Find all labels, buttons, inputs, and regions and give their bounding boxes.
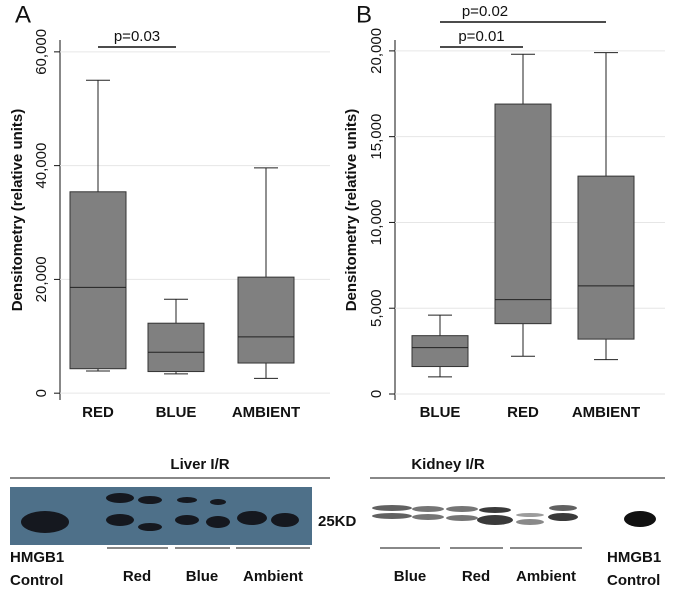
blot-marker: 25KD <box>318 513 357 530</box>
y-tick-label: 0 <box>368 390 385 398</box>
significance-label: p=0.03 <box>114 28 160 45</box>
x-tick-label: AMBIENT <box>232 404 300 421</box>
blot-control-label: HMGB1 <box>607 549 661 566</box>
x-tick-label: BLUE <box>420 404 461 421</box>
y-tick-label: 15,000 <box>368 114 385 160</box>
box <box>69 191 127 370</box>
blot-group-label: Blue <box>394 568 427 585</box>
y-tick-label: 20,000 <box>368 28 385 74</box>
significance-label: p=0.01 <box>458 28 504 45</box>
y-tick-label: 10,000 <box>368 199 385 245</box>
x-tick-label: AMBIENT <box>572 404 640 421</box>
box <box>494 103 552 325</box>
blot-bands <box>21 493 299 533</box>
blot-group-label: Red <box>462 568 490 585</box>
blot-group-label: Ambient <box>516 568 576 585</box>
box <box>147 322 205 373</box>
blot-group-label: Ambient <box>243 568 303 585</box>
blot-control-label: HMGB1 <box>10 549 64 566</box>
box <box>577 175 635 340</box>
x-tick-label: RED <box>82 404 114 421</box>
y-axis-label: Densitometry (relative units) <box>9 109 26 312</box>
y-tick-label: 0 <box>33 389 50 397</box>
blot-bands <box>372 505 656 527</box>
blot-control-label: Control <box>607 572 660 589</box>
blot-group-label: Blue <box>186 568 219 585</box>
blot-control-label: Control <box>10 572 63 589</box>
y-axis-label: Densitometry (relative units) <box>343 109 360 312</box>
blot-title: Liver I/R <box>170 456 229 473</box>
significance-label: p=0.02 <box>462 3 508 20</box>
y-tick-label: 5,000 <box>368 289 385 327</box>
panel-label: B <box>356 1 372 28</box>
y-tick-label: 40,000 <box>33 143 50 189</box>
y-tick-label: 20,000 <box>33 256 50 302</box>
x-tick-label: BLUE <box>156 404 197 421</box>
x-tick-label: RED <box>507 404 539 421</box>
blot-group-label: Red <box>123 568 151 585</box>
y-tick-label: 60,000 <box>33 29 50 75</box>
box <box>237 276 295 364</box>
blot-title: Kidney I/R <box>411 456 485 473</box>
box <box>411 335 469 368</box>
panel-label: A <box>15 1 31 28</box>
